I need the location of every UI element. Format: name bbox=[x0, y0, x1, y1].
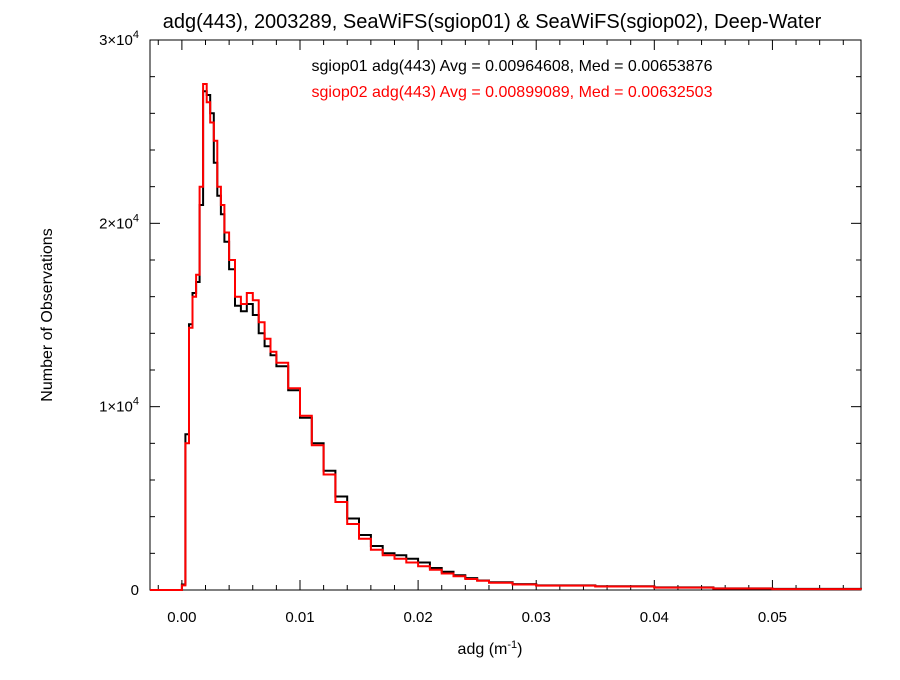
x-tick-label: 0.01 bbox=[285, 609, 314, 626]
x-tick-label: 0.03 bbox=[522, 609, 551, 626]
x-axis-label: adg (m-1) bbox=[458, 639, 523, 658]
series-layer bbox=[150, 83, 862, 591]
series-line-2 bbox=[150, 83, 862, 591]
y-tick-label: 0 bbox=[131, 582, 139, 599]
legend-entry-2: sgiop02 adg(443) Avg = 0.00899089, Med =… bbox=[312, 84, 713, 101]
y-tick-label: 3×104 bbox=[99, 29, 139, 49]
legend: sgiop01 adg(443) Avg = 0.00964608, Med =… bbox=[312, 58, 713, 101]
y-axis: 0 1×104 2×104 3×104 bbox=[99, 29, 861, 599]
y-tick-label: 1×104 bbox=[99, 396, 139, 416]
legend-entry-1: sgiop01 adg(443) Avg = 0.00964608, Med =… bbox=[312, 58, 713, 75]
series-line-1 bbox=[150, 90, 862, 591]
chart-title: adg(443), 2003289, SeaWiFS(sgiop01) & Se… bbox=[163, 11, 822, 33]
x-axis: 0.00 0.01 0.02 0.03 0.04 0.05 bbox=[157, 40, 844, 626]
plot-frame bbox=[149, 39, 862, 591]
x-tick-label: 0.02 bbox=[403, 609, 432, 626]
x-tick-label: 0.05 bbox=[758, 609, 787, 626]
x-tick-label: 0.00 bbox=[167, 609, 196, 626]
y-tick-label: 2×104 bbox=[99, 212, 139, 232]
y-axis-label: Number of Observations bbox=[39, 228, 56, 401]
x-tick-label: 0.04 bbox=[640, 609, 669, 626]
